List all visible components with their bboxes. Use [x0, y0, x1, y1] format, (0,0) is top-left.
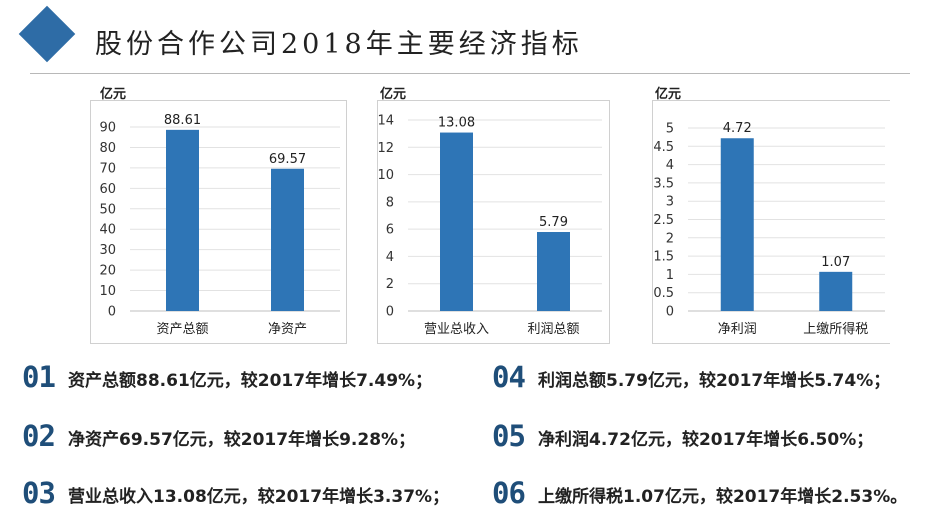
y-tick-label: 8 [386, 195, 394, 210]
y-tick-label: 4 [386, 250, 394, 265]
stat-text: 上缴所得税1.07亿元，较2017年增长2.53%。 [538, 487, 908, 507]
chart-frame [90, 100, 347, 344]
bar-value-label: 88.61 [164, 113, 201, 128]
x-category-label: 净资产 [268, 322, 307, 337]
bar-value-label: 5.79 [539, 215, 568, 230]
bar-value-label: 4.72 [723, 121, 752, 136]
y-tick-label: 5 [666, 122, 674, 137]
y-tick-label: 10 [99, 284, 116, 299]
y-tick-label: 0 [386, 305, 394, 320]
x-category-label: 净利润 [718, 322, 757, 337]
bar-value-label: 1.07 [821, 255, 850, 270]
diamond-logo-icon [18, 5, 76, 63]
y-tick-label: 3.5 [653, 176, 674, 191]
y-tick-label: 0 [108, 305, 116, 320]
x-category-label: 资产总额 [156, 322, 208, 337]
chart-svg: 0 10 20 30 40 50 60 70 80 90 亿元 88.61 资产总额 69.57 净资产 [90, 86, 347, 344]
bar-2 [537, 232, 570, 311]
stat-text: 资产总额88.61亿元，较2017年增长7.49%； [68, 371, 433, 391]
y-tick-label: 0.5 [653, 286, 674, 301]
y-tick-label: 6 [386, 223, 394, 238]
y-tick-label: 4.5 [653, 140, 674, 155]
chart-svg: 0 0.5 1 1.5 2 2.5 3 3.5 4 4.5 5 亿元 4.72 净利润 1.07 上缴所得税 [652, 86, 890, 344]
y-tick-label: 1 [666, 268, 674, 283]
y-tick-label: 14 [377, 114, 394, 129]
bar-1 [166, 129, 199, 311]
y-tick-label: 1.5 [653, 250, 674, 265]
y-tick-label: 2 [666, 231, 674, 246]
stat-number: 02 [22, 419, 56, 453]
y-axis-label: 亿元 [655, 86, 681, 102]
stat-number: 05 [492, 419, 526, 453]
stat-number: 01 [22, 360, 56, 394]
bar-2 [819, 271, 853, 311]
y-tick-label: 12 [377, 141, 394, 156]
bar-1 [720, 138, 754, 311]
stat-number: 03 [22, 476, 56, 510]
y-tick-label: 60 [99, 182, 116, 197]
bar-value-label: 69.57 [269, 152, 306, 167]
stat-text: 营业总收入13.08亿元，较2017年增长3.37%； [68, 487, 450, 507]
y-tick-label: 4 [666, 158, 674, 173]
page-header: 股份合作公司2018年主要经济指标 [0, 0, 928, 80]
y-tick-label: 20 [99, 264, 116, 279]
chart-assets: 0 10 20 30 40 50 60 70 80 90 亿元 88.61 资产总额 69.57 净资产 [90, 80, 350, 345]
page-title: 股份合作公司2018年主要经济指标 [95, 29, 583, 60]
x-category-label: 营业总收入 [424, 322, 489, 337]
chart-frame [652, 100, 890, 344]
y-tick-label: 30 [99, 243, 116, 258]
chart-net-profit-tax: 0 0.5 1 1.5 2 2.5 3 3.5 4 4.5 5 亿元 4.72 净利润 1.07 上缴所得税 [645, 80, 890, 345]
y-tick-label: 70 [99, 161, 116, 176]
y-tick-label: 3 [666, 195, 674, 210]
bar-value-label: 13.08 [438, 116, 475, 131]
y-tick-label: 0 [666, 305, 674, 320]
bar-2 [271, 168, 304, 311]
bar-1 [440, 132, 473, 311]
x-category-label: 利润总额 [527, 322, 579, 337]
y-tick-label: 2 [386, 277, 394, 292]
stat-text: 净资产69.57亿元，较2017年增长9.28%； [68, 430, 416, 450]
y-tick-label: 10 [377, 168, 394, 183]
stat-text: 净利润4.72亿元，较2017年增长6.50%； [538, 430, 874, 450]
chart-revenue-profit: 0 2 4 6 8 10 12 14 亿元 13.08 营业总收入 5.79 利润总额 [370, 80, 610, 345]
stat-number: 06 [492, 476, 526, 510]
stat-text: 利润总额5.79亿元，较2017年增长5.74%； [538, 371, 891, 391]
chart-frame [377, 100, 610, 344]
y-tick-label: 90 [99, 121, 116, 136]
y-tick-label: 40 [99, 223, 116, 238]
x-category-label: 上缴所得税 [803, 321, 868, 337]
chart-svg: 0 2 4 6 8 10 12 14 亿元 13.08 营业总收入 5.79 利润总额 [377, 86, 610, 344]
stat-number: 04 [492, 360, 526, 394]
y-tick-label: 2.5 [653, 213, 674, 228]
header-divider [30, 73, 910, 74]
y-tick-label: 50 [99, 202, 116, 217]
y-axis-label: 亿元 [380, 86, 406, 102]
y-axis-label: 亿元 [100, 86, 126, 102]
y-tick-label: 80 [99, 141, 116, 156]
